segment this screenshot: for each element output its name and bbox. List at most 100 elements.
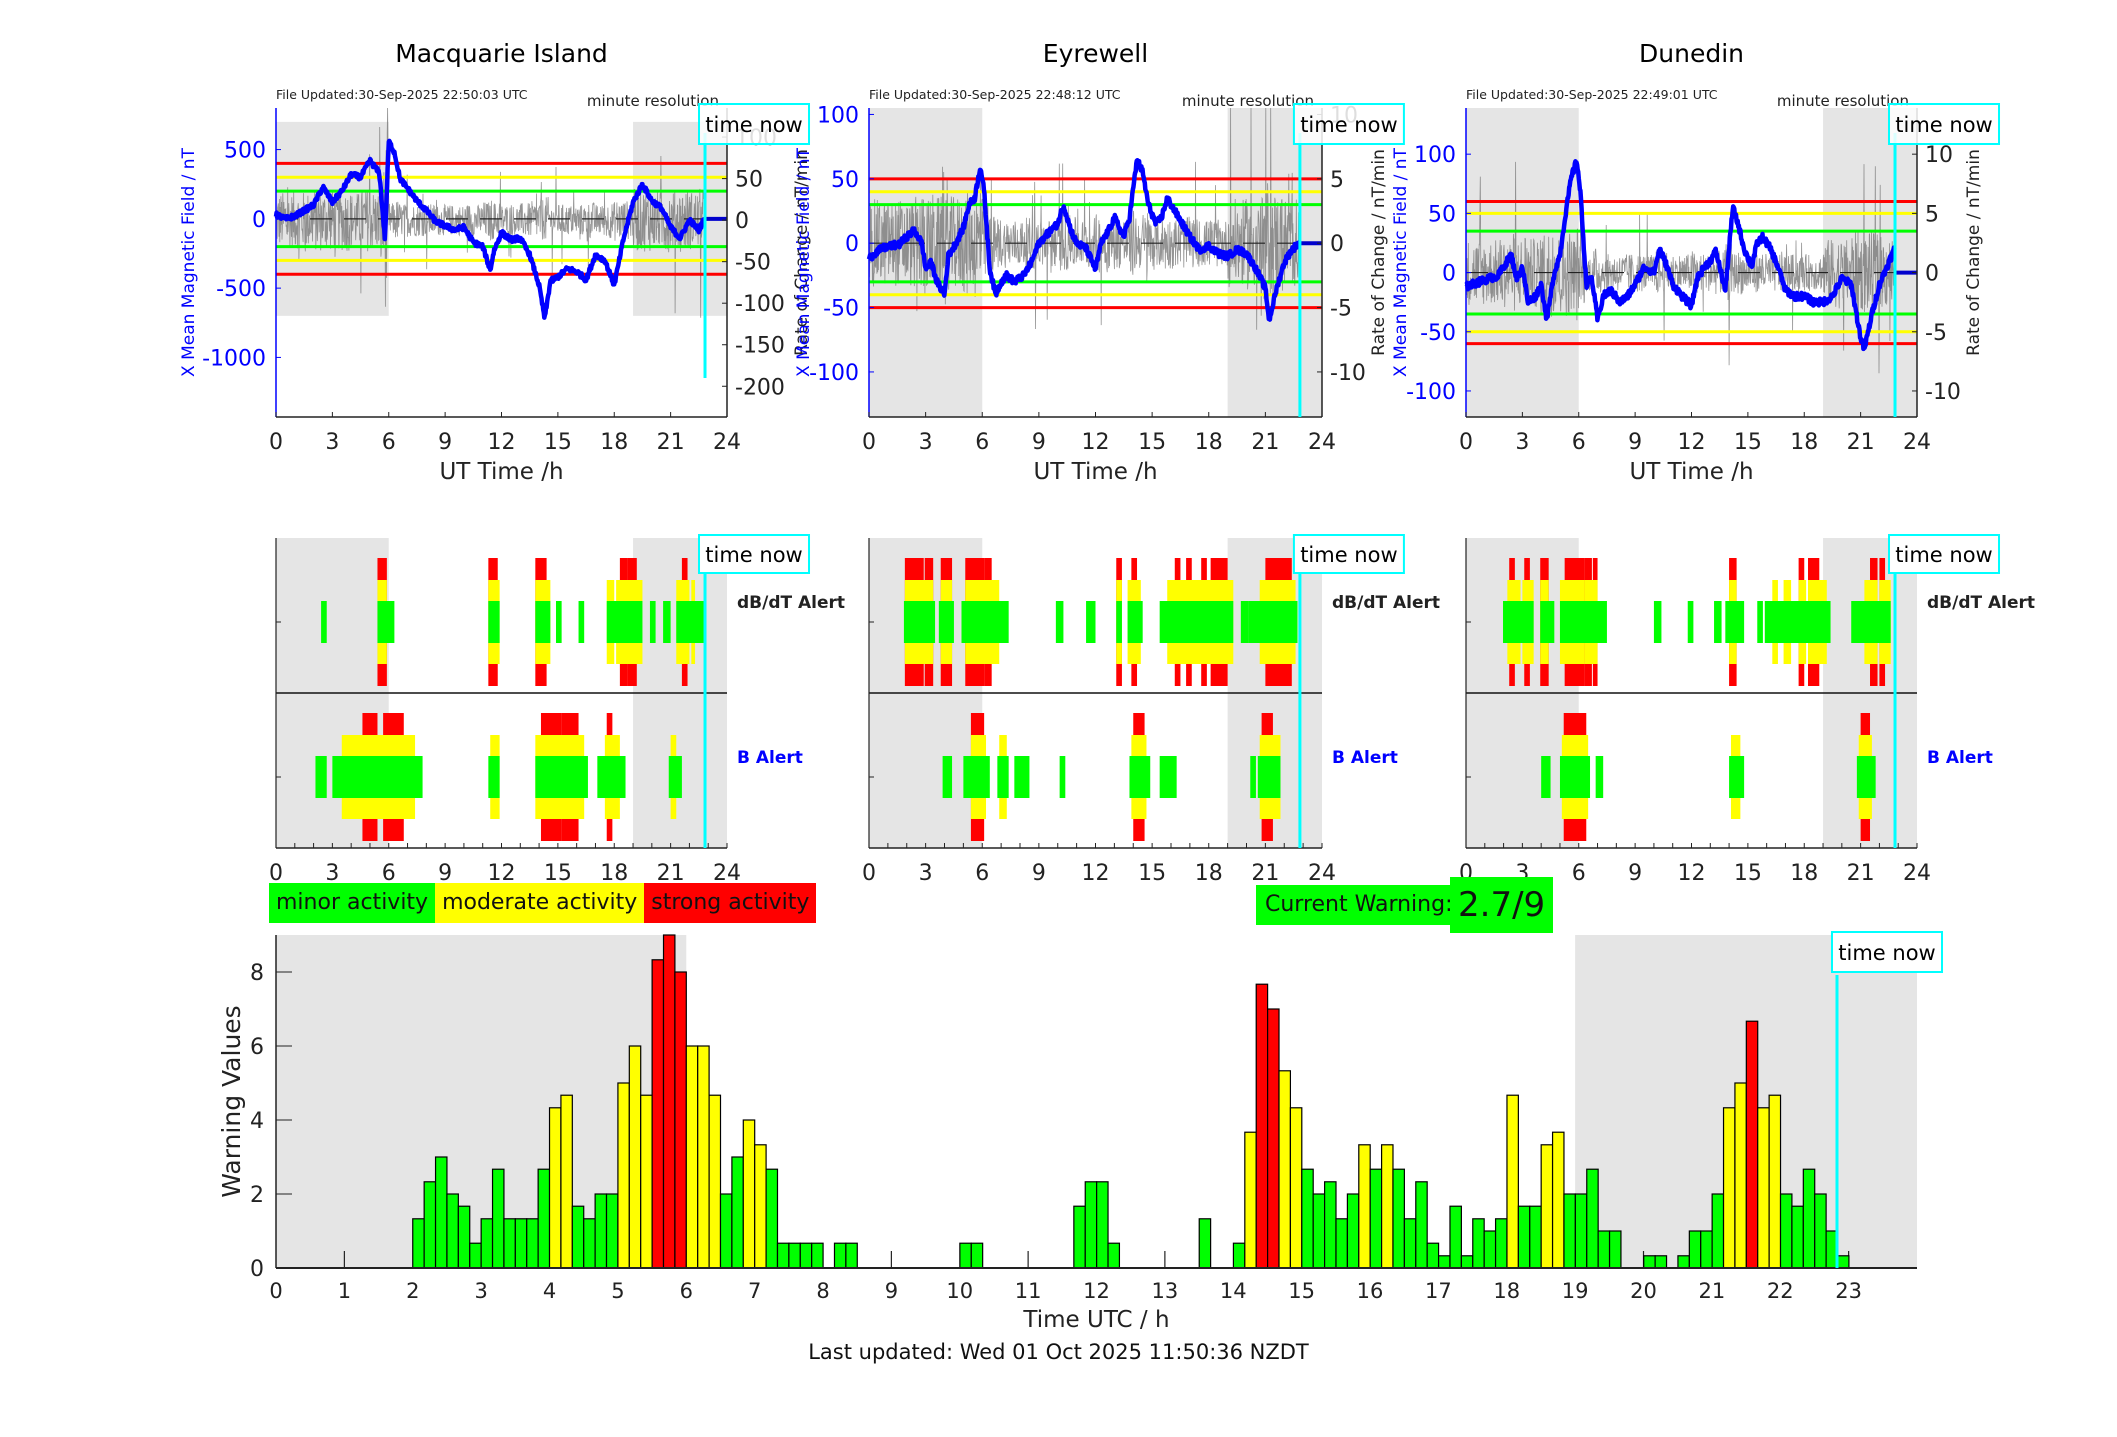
- y-tick-label: -100: [809, 361, 859, 386]
- warning-bar: [1198, 1218, 1212, 1269]
- alert-x-tick-label: 18: [1790, 861, 1818, 886]
- x-tick-label: 1: [338, 1279, 351, 1303]
- x-tick-label: 0: [269, 430, 283, 455]
- alert-bar-green: [1250, 756, 1256, 798]
- alert-bar-green: [555, 601, 562, 643]
- x-tick-label: 21: [1847, 430, 1875, 455]
- file-updated-text: File Updated:30-Sep-2025 22:48:12 UTC: [869, 87, 1121, 102]
- alert-bar-green: [1055, 601, 1064, 643]
- warning-bar: [480, 1218, 494, 1269]
- x-axis-label: UT Time /h: [1033, 459, 1157, 485]
- y-right-tick-label: 0: [735, 209, 749, 234]
- warning-bar: [446, 1193, 459, 1269]
- dbdt-alert-label: dB/dT Alert: [1927, 593, 2035, 613]
- legend-moderate-activity: moderate activity: [435, 883, 645, 923]
- warning-bar: [1563, 1193, 1576, 1269]
- alert-bar-green: [1127, 601, 1143, 643]
- alert-x-tick-label: 24: [1903, 861, 1931, 886]
- file-updated-text: File Updated:30-Sep-2025 22:49:01 UTC: [1466, 87, 1718, 102]
- x-tick-label: 12: [1678, 430, 1706, 455]
- magnetic-field-trace: [273, 138, 707, 320]
- dbdt-alert-label: dB/dT Alert: [1332, 593, 1440, 613]
- warning-bar: [594, 1193, 608, 1269]
- last-updated-footer: Last updated: Wed 01 Oct 2025 11:50:36 N…: [808, 1340, 1309, 1364]
- y-tick-label: 6: [250, 1035, 264, 1060]
- alert-bar-green: [597, 756, 626, 798]
- warning-bar: [1654, 1255, 1668, 1269]
- warning-bar: [1494, 1218, 1508, 1269]
- alert-panel-1: 0 3 6 9 12 15 18 21 24 dB/dT Alert B Alert time now: [862, 534, 1440, 886]
- time-now-label: time now: [1300, 543, 1397, 567]
- warning-bar: [526, 1218, 539, 1269]
- warning-bar: [1677, 1255, 1690, 1269]
- x-tick-label: 9: [438, 430, 452, 455]
- warning-bar: [731, 1156, 744, 1269]
- x-tick-label: 11: [1015, 1279, 1042, 1303]
- warning-bar: [1802, 1168, 1816, 1269]
- warning-bar: [1278, 1070, 1292, 1269]
- time-now-box: [1888, 103, 2001, 145]
- x-tick-label: 9: [885, 1279, 898, 1303]
- alert-x-tick-label: 21: [1847, 861, 1875, 886]
- x-tick-label: 18: [1790, 430, 1818, 455]
- warning-bar: [1734, 1082, 1747, 1269]
- time-now-label: time now: [1895, 543, 1992, 567]
- y-tick-label: 4: [250, 1109, 264, 1134]
- alert-x-tick-label: 21: [657, 861, 685, 886]
- x-tick-label: 9: [1628, 430, 1642, 455]
- alert-bar-green: [1540, 601, 1555, 643]
- warning-bar: [1323, 1181, 1337, 1269]
- warning-bar: [742, 1119, 756, 1269]
- alert-x-tick-label: 18: [600, 861, 628, 886]
- alert-bar-green: [649, 601, 656, 643]
- x-tick-label: 6: [382, 430, 396, 455]
- warning-bar: [457, 1205, 471, 1269]
- alert-x-tick-label: 24: [713, 861, 741, 886]
- y-tick-label: -100: [1406, 380, 1456, 405]
- warning-bar: [560, 1094, 573, 1269]
- x-tick-label: 15: [1138, 430, 1166, 455]
- x-tick-label: 20: [1630, 1279, 1657, 1303]
- warning-bar: [1073, 1205, 1086, 1269]
- warning-bar: [833, 1242, 847, 1269]
- alert-bar-green: [1687, 601, 1694, 643]
- y-right-tick-label: 0: [1330, 232, 1344, 257]
- x-tick-label: 6: [680, 1279, 693, 1303]
- station-title: Eyrewell: [1043, 39, 1148, 68]
- alert-bar-green: [1725, 601, 1745, 643]
- warning-bar: [469, 1242, 482, 1269]
- warning-bar: [434, 1156, 448, 1269]
- time-now-label: time now: [705, 543, 802, 567]
- legend-minor-activity: minor activity: [269, 883, 436, 923]
- x-tick-label: 9: [1032, 430, 1046, 455]
- warning-bar: [1460, 1255, 1474, 1269]
- time-now-box: [1888, 534, 2001, 574]
- warning-bar: [491, 1168, 505, 1269]
- station-plot-2: Dunedin File Updated:30-Sep-2025 22:49:01…: [1391, 39, 2001, 485]
- x-tick-label: 10: [946, 1279, 973, 1303]
- alert-bar-green: [961, 601, 1009, 643]
- warning-bar: [537, 1168, 551, 1269]
- warning-bar: [1084, 1181, 1098, 1269]
- alert-bar-green: [663, 601, 671, 643]
- y-tick-label: 100: [1414, 143, 1456, 168]
- station-title: Macquarie Island: [395, 39, 608, 68]
- b-alert-label: B Alert: [1927, 748, 1993, 768]
- alert-bar-green: [578, 601, 585, 643]
- current-warning-label: Current Warning:: [1256, 885, 1462, 925]
- y-tick-label: -50: [823, 297, 859, 322]
- x-tick-label: 18: [1493, 1279, 1520, 1303]
- y-right-tick-label: 10: [1925, 143, 1953, 168]
- time-now-label: time now: [705, 113, 802, 137]
- y-tick-label: -1000: [202, 346, 266, 371]
- warning-bar: [1107, 1242, 1121, 1269]
- warning-bar: [412, 1218, 425, 1269]
- time-now-label: time now: [1895, 113, 1992, 137]
- warning-bar: [970, 1242, 984, 1269]
- warning-bar: [583, 1218, 596, 1269]
- warning-bar: [548, 1107, 562, 1269]
- resolution-label: minute resolution: [1777, 92, 1909, 110]
- warning-bar: [845, 1242, 858, 1269]
- x-tick-label: 15: [1288, 1279, 1315, 1303]
- x-tick-label: 24: [1903, 430, 1931, 455]
